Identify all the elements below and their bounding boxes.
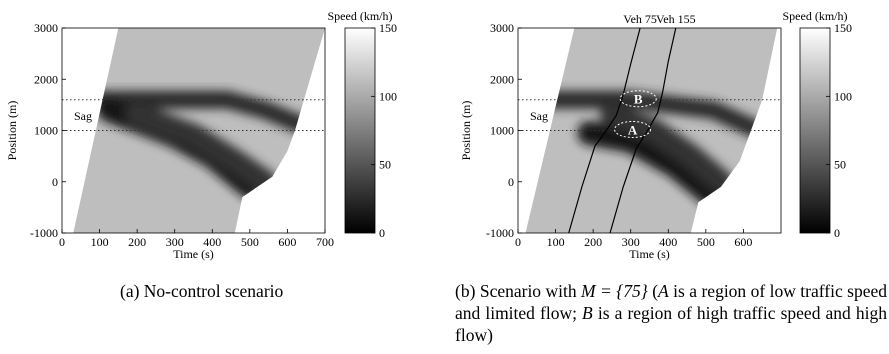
y-axis-label: Position (m) bbox=[5, 101, 19, 161]
x-tick-label: 100 bbox=[91, 235, 109, 249]
y-tick-label: -1000 bbox=[30, 226, 58, 240]
caption-b-math: M = {75} bbox=[581, 281, 648, 301]
region-label: B bbox=[634, 92, 643, 107]
caption-b-label-b: B bbox=[582, 303, 593, 323]
vehicle-trajectory bbox=[609, 27, 677, 234]
x-tick-label: 300 bbox=[166, 235, 184, 249]
colorbar-label: Speed (km/h) bbox=[328, 9, 393, 23]
sag-label: Sag bbox=[530, 109, 548, 123]
caption-a: (a) No-control scenario bbox=[120, 280, 420, 302]
region-label: A bbox=[628, 122, 638, 137]
colorbar bbox=[799, 27, 831, 234]
y-tick-label: -1000 bbox=[486, 226, 514, 240]
x-tick-label: 700 bbox=[316, 235, 334, 249]
caption-b: (b) Scenario with M = {75} (A is a regio… bbox=[455, 280, 887, 346]
y-tick-label: 3000 bbox=[490, 21, 514, 35]
congestion-band bbox=[599, 103, 733, 194]
y-axis-label: Position (m) bbox=[459, 101, 473, 161]
colorbar-tick-label: 50 bbox=[379, 158, 391, 172]
x-tick-label: 400 bbox=[659, 235, 677, 249]
x-tick-label: 600 bbox=[734, 235, 752, 249]
colorbar-tick-label: 50 bbox=[834, 158, 846, 172]
x-tick-label: 300 bbox=[622, 235, 640, 249]
colorbar-tick-label: 0 bbox=[834, 226, 840, 240]
x-axis-label: Time (s) bbox=[629, 247, 670, 261]
y-tick-label: 2000 bbox=[490, 72, 514, 86]
colorbar-tick-label: 100 bbox=[834, 89, 852, 103]
colorbar-tick-label: 100 bbox=[379, 89, 397, 103]
congestion-layer bbox=[539, 90, 768, 210]
x-tick-label: 600 bbox=[278, 235, 296, 249]
congestion-band bbox=[539, 90, 768, 140]
x-tick-label: 400 bbox=[203, 235, 221, 249]
y-tick-label: 0 bbox=[52, 175, 58, 189]
congestion-band bbox=[125, 103, 277, 194]
x-tick-label: 200 bbox=[584, 235, 602, 249]
x-tick-label: 0 bbox=[59, 235, 65, 249]
caption-a-text: (a) No-control scenario bbox=[120, 281, 284, 301]
vehicle-trajectory bbox=[568, 27, 641, 234]
colorbar-tick-label: 150 bbox=[379, 21, 397, 35]
y-tick-label: 3000 bbox=[34, 21, 58, 35]
colorbar-label: Speed (km/h) bbox=[783, 9, 848, 23]
caption-b-label-a: A bbox=[658, 281, 669, 301]
vehicle-label: Veh 75 bbox=[623, 12, 657, 26]
sag-label: Sag bbox=[74, 109, 92, 123]
x-tick-label: 500 bbox=[241, 235, 259, 249]
y-tick-label: 1000 bbox=[490, 124, 514, 138]
colorbar-tick-label: 0 bbox=[379, 226, 385, 240]
y-tick-label: 2000 bbox=[34, 72, 58, 86]
caption-b-suffix: is a region of high traffic speed and hi… bbox=[455, 303, 887, 345]
colorbar-tick-label: 150 bbox=[834, 21, 852, 35]
caption-b-mid2: is a region of low traffic speed and lim… bbox=[455, 281, 887, 323]
x-tick-label: 100 bbox=[547, 235, 565, 249]
caption-b-prefix: (b) Scenario with bbox=[455, 281, 582, 301]
region-ellipse bbox=[614, 120, 652, 138]
x-axis-label: Time (s) bbox=[173, 247, 214, 261]
x-tick-label: 500 bbox=[697, 235, 715, 249]
colorbar bbox=[344, 27, 376, 234]
x-tick-label: 0 bbox=[515, 235, 521, 249]
x-tick-label: 200 bbox=[128, 235, 146, 249]
y-tick-label: 0 bbox=[508, 175, 514, 189]
caption-b-mid1: ( bbox=[647, 281, 659, 301]
vehicle-label: Veh 155 bbox=[656, 12, 696, 26]
congestion-band bbox=[577, 121, 726, 210]
region-ellipse bbox=[619, 90, 657, 108]
y-tick-label: 1000 bbox=[34, 124, 58, 138]
